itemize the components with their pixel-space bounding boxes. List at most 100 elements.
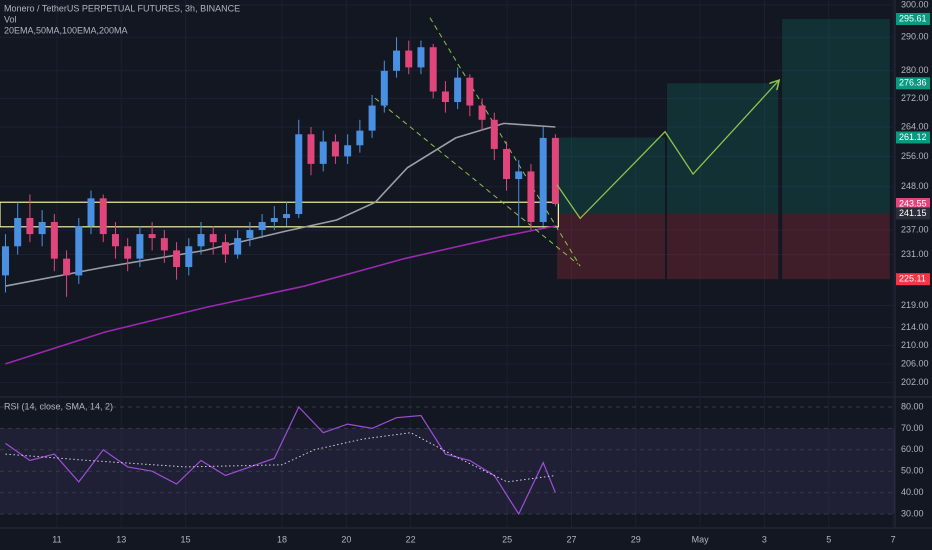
price-badge-label: 241.15 [899,208,927,218]
y-tick-label: 300.00 [901,0,929,9]
x-tick-label: 3 [762,534,767,544]
candle-body [99,198,107,235]
price-badge [896,273,930,286]
candle-body [50,222,58,259]
rsi-line [5,405,556,516]
candle-body [515,171,523,180]
y-tick-label: 264.00 [901,121,929,131]
price-badge [896,131,930,144]
rsi-tick-label: 80.00 [901,401,924,411]
candle-body [221,242,229,255]
candle-body [270,218,278,223]
y-tick-label: 248.00 [901,181,929,191]
candle-body [307,134,315,164]
candle-body [380,70,388,106]
y-tick-label: 214.00 [901,322,929,332]
candle-body [87,198,95,227]
rsi-tick-label: 30.00 [901,508,924,518]
x-tick-label: 20 [341,534,351,544]
price-badge [896,207,930,220]
candle-body [124,246,132,259]
projection-path [556,81,778,220]
candle-body [197,234,205,247]
y-tick-label: 206.00 [901,358,929,368]
x-tick-label: 25 [502,534,512,544]
candle-body [75,226,83,276]
candle-body [148,234,156,239]
x-tick-label: 15 [181,534,191,544]
candle-body [441,91,449,103]
rsi-tick-label: 50.00 [901,466,924,476]
rsi-tick-label: 70.00 [901,423,924,433]
x-tick-label: 13 [116,534,126,544]
stop-zone [557,213,666,280]
price-badge-label: 225.11 [899,274,926,284]
candle-body [539,137,547,223]
x-tick-label: 18 [277,534,287,544]
candle-body [356,130,364,146]
moving-average [5,122,556,287]
price-badge [896,12,930,25]
candle-body [503,148,511,180]
candle-body [417,47,425,68]
target-zone [666,83,779,214]
candle-body [331,141,339,157]
candle-body [63,258,71,276]
y-tick-label: 219.00 [901,300,929,310]
candle-body [26,218,34,235]
candle-body [160,238,168,251]
y-tick-label: 256.00 [901,151,929,161]
candle-body [173,250,181,268]
rsi-tick-label: 60.00 [901,444,924,454]
rsi-sma [5,432,556,483]
candle-body [258,222,266,231]
price-badge-label: 261.12 [899,132,927,142]
price-badge-label: 276.36 [899,78,927,88]
candle-body [393,50,401,71]
y-tick-label: 280.00 [901,65,929,75]
x-tick-label: May [692,534,710,544]
volume-label: Vol [4,14,17,24]
target-zone [782,18,890,214]
x-tick-label: 29 [631,534,641,544]
y-tick-label: 202.00 [901,377,929,387]
candle-body [454,77,462,103]
candle-body [185,246,193,268]
candle-body [405,50,413,68]
stop-zone [666,213,779,280]
trendline [374,97,579,265]
candle-body [478,105,486,120]
rsi-tick-label: 40.00 [901,487,924,497]
candle-body [429,47,437,92]
candle-body [111,234,119,247]
candle-body [319,141,327,164]
ma-label: 20EMA,50MA,100EMA,200MA [4,25,128,35]
moving-average [5,225,556,365]
chart-title: Monero / TetherUS PERPETUAL FUTURES, 3h,… [4,3,240,13]
price-badge [896,77,930,90]
x-tick-label: 22 [406,534,416,544]
candle-body [490,119,498,149]
y-tick-label: 210.00 [901,340,929,350]
x-tick-label: 11 [52,534,61,544]
candle-body [295,134,303,215]
y-tick-label: 231.00 [901,249,929,259]
rsi-title: RSI (14, close, SMA, 14, 2) [4,401,113,411]
candle-body [234,238,242,255]
x-tick-label: 27 [566,534,576,544]
candle-body [368,105,376,131]
y-tick-label: 237.00 [901,224,929,234]
candle-body [283,214,291,219]
candle-body [38,222,46,235]
candle-body [466,77,474,106]
trendline [429,17,581,267]
candle-body [209,234,217,243]
candle-body [527,171,535,223]
stop-zone [782,213,890,280]
candle-body [551,137,559,204]
candle-body [14,218,22,247]
